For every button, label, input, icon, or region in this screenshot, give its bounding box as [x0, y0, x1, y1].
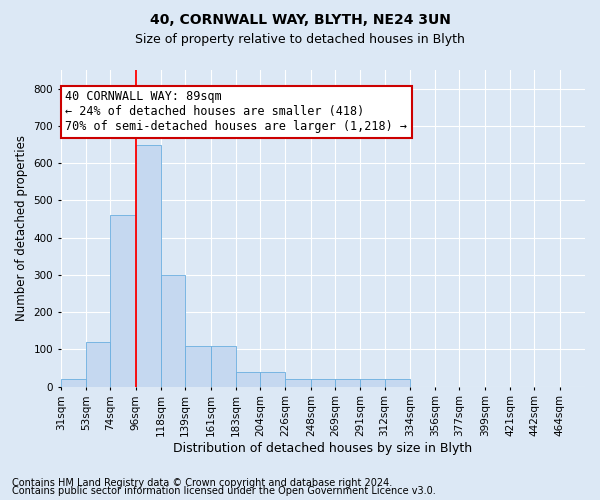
Bar — [136, 144, 161, 386]
Bar — [110, 216, 136, 386]
Bar — [61, 379, 86, 386]
Bar — [86, 342, 110, 386]
Bar — [361, 379, 385, 386]
Text: 40, CORNWALL WAY, BLYTH, NE24 3UN: 40, CORNWALL WAY, BLYTH, NE24 3UN — [149, 12, 451, 26]
Bar — [185, 346, 211, 387]
Bar — [286, 379, 311, 386]
Text: Contains HM Land Registry data © Crown copyright and database right 2024.: Contains HM Land Registry data © Crown c… — [12, 478, 392, 488]
X-axis label: Distribution of detached houses by size in Blyth: Distribution of detached houses by size … — [173, 442, 472, 455]
Text: 40 CORNWALL WAY: 89sqm
← 24% of detached houses are smaller (418)
70% of semi-de: 40 CORNWALL WAY: 89sqm ← 24% of detached… — [65, 90, 407, 134]
Bar — [211, 346, 236, 387]
Bar — [260, 372, 286, 386]
Text: Size of property relative to detached houses in Blyth: Size of property relative to detached ho… — [135, 32, 465, 46]
Y-axis label: Number of detached properties: Number of detached properties — [15, 136, 28, 322]
Bar — [236, 372, 260, 386]
Bar — [385, 379, 410, 386]
Text: Contains public sector information licensed under the Open Government Licence v3: Contains public sector information licen… — [12, 486, 436, 496]
Bar — [311, 379, 335, 386]
Bar — [335, 379, 361, 386]
Bar — [161, 275, 185, 386]
